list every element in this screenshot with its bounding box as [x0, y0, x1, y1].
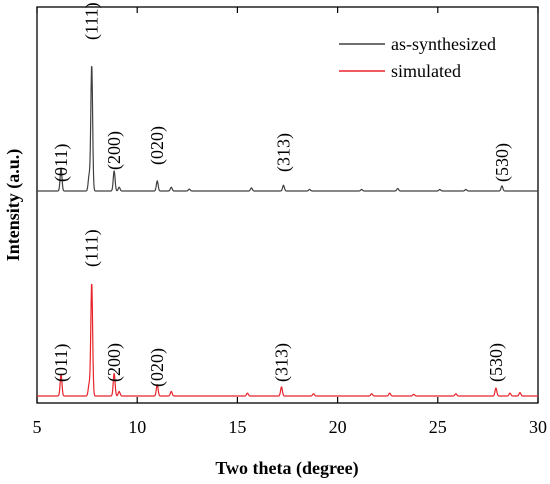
plot-frame	[36, 6, 539, 404]
peak-label-simulated-1: (111)	[82, 229, 103, 267]
peak-label-simulated-0: (011)	[51, 344, 72, 382]
annotation-layer: (011) (111) (200) (020) (313) (530) (011) (111)…	[51, 2, 513, 387]
peak-label-as-synthesized-2: (200)	[104, 131, 125, 170]
series-line-simulated	[36, 283, 539, 397]
x-tick-label-30: 30	[529, 417, 547, 437]
x-tick-label-20: 20	[329, 417, 347, 437]
peak-label-as-synthesized-5: (530)	[492, 143, 513, 182]
peak-label-simulated-5: (530)	[486, 343, 507, 382]
x-tick-label-25: 25	[429, 417, 447, 437]
x-tick-label-10: 10	[128, 417, 146, 437]
x-tick-label-15: 15	[228, 417, 246, 437]
peak-label-as-synthesized-4: (313)	[274, 133, 295, 172]
series-layer	[36, 66, 539, 397]
x-axis-title: Two theta (degree)	[215, 458, 358, 479]
tick-layer: 5 10 15 20 25 30	[33, 7, 547, 437]
series-as-synthesized	[36, 66, 539, 192]
x-tick-label-5: 5	[33, 417, 42, 437]
peak-label-simulated-4: (313)	[272, 343, 293, 382]
peak-label-as-synthesized-1: (111)	[82, 2, 103, 40]
peak-label-simulated-3: (020)	[147, 348, 168, 387]
legend-label-simulated: simulated	[391, 61, 461, 81]
peak-label-simulated-2: (200)	[104, 343, 125, 382]
y-axis-title: Intensity (a.u.)	[3, 149, 24, 262]
series-simulated	[36, 283, 539, 397]
peak-label-as-synthesized-0: (011)	[51, 144, 72, 182]
legend-label-as-synthesized: as-synthesized	[391, 34, 496, 54]
peak-label-as-synthesized-3: (020)	[147, 126, 168, 165]
legend: as-synthesized simulated	[339, 34, 496, 81]
series-line-as-synthesized	[36, 66, 539, 192]
